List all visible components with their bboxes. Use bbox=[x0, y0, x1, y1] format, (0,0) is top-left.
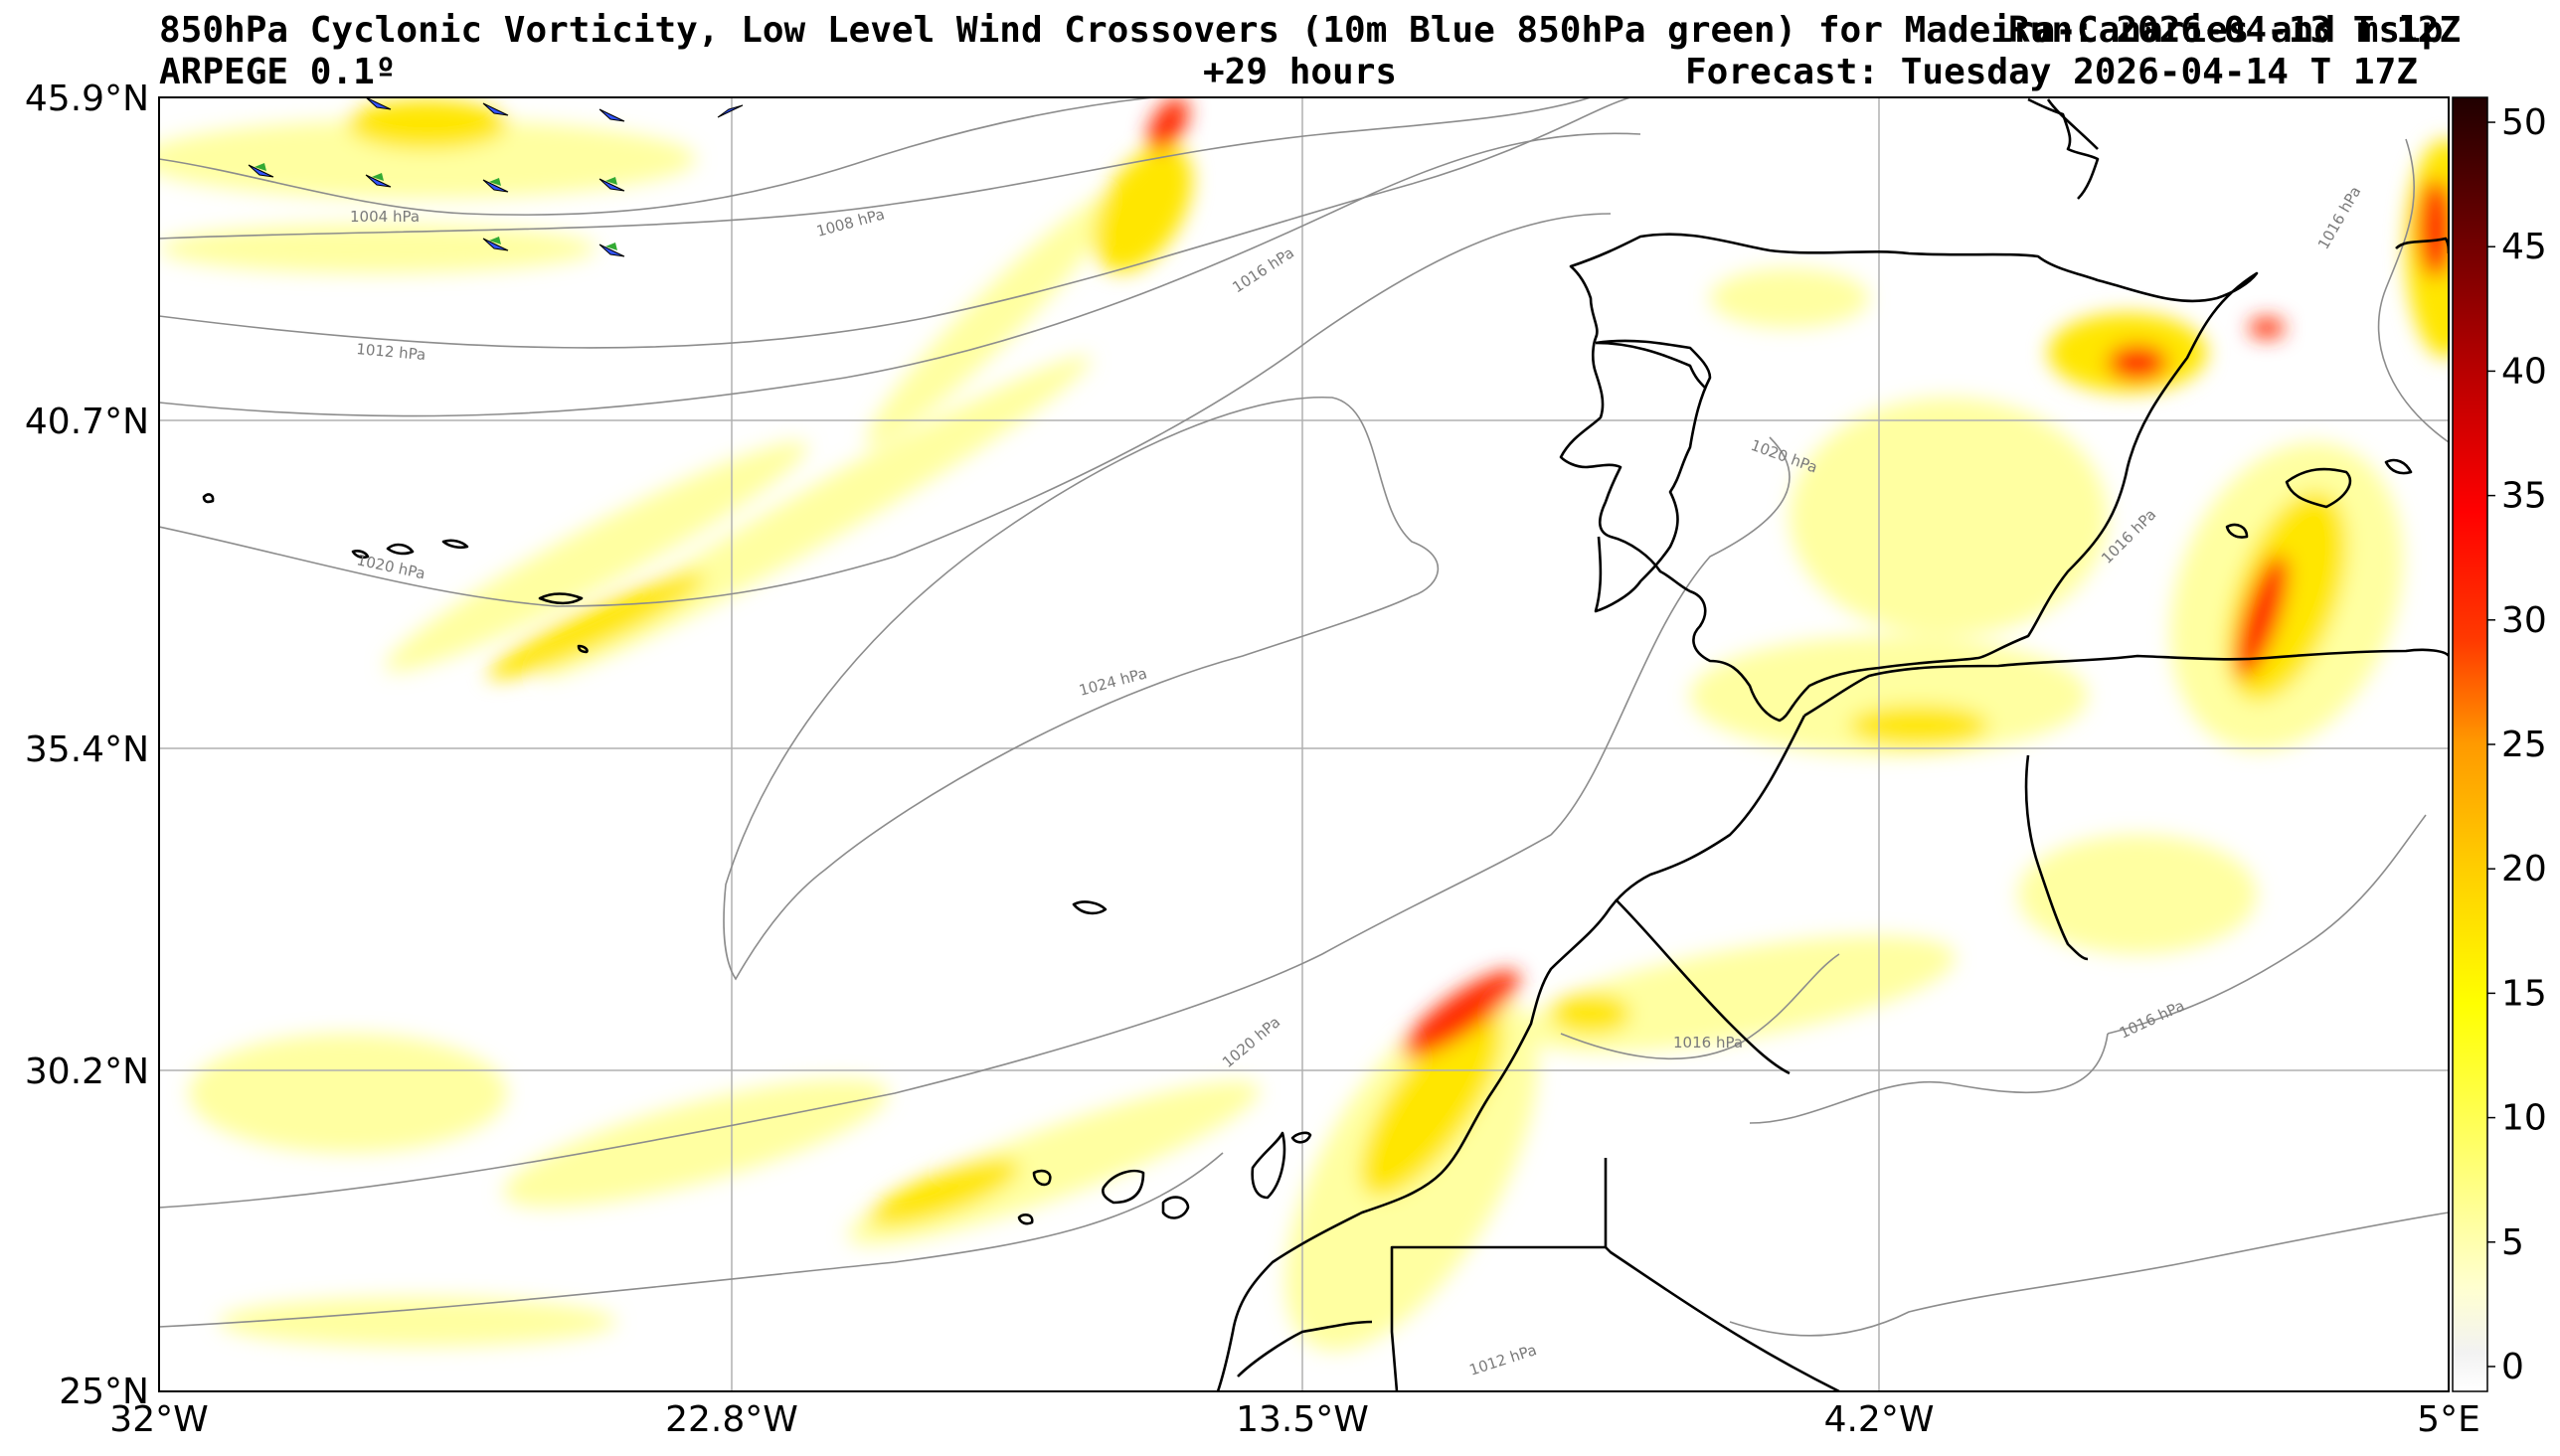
graticule bbox=[159, 97, 2449, 1391]
lead-time: +29 hours bbox=[1203, 52, 1398, 92]
lon-tick-label: 5°E bbox=[2417, 1399, 2480, 1440]
lat-tick-label: 35.4°N bbox=[25, 729, 149, 770]
isobar-label: 1020 hPa bbox=[1749, 436, 1820, 477]
isobar-label: 1004 hPa bbox=[350, 208, 420, 226]
isobar-label: 1016 hPa bbox=[2117, 997, 2187, 1043]
colorbar-tick-label: 10 bbox=[2501, 1098, 2547, 1139]
isobar-label: 1020 hPa bbox=[355, 551, 427, 582]
longitude-axis: 32°W 22.8°W 13.5°W 4.2°W 5°E bbox=[109, 1399, 2480, 1440]
colorbar-tick-label: 25 bbox=[2501, 725, 2547, 765]
isobars bbox=[159, 97, 2449, 1337]
lat-tick-label: 30.2°N bbox=[25, 1052, 149, 1092]
model-name: ARPEGE 0.1º bbox=[159, 52, 397, 92]
lat-tick-label: 45.9°N bbox=[25, 79, 149, 119]
map-frame bbox=[158, 96, 2450, 1392]
colorbar-tick-label: 5 bbox=[2501, 1222, 2524, 1263]
chart-title: 850hPa Cyclonic Vorticity, Low Level Win… bbox=[159, 10, 2444, 51]
colorbar-tick-label: 40 bbox=[2501, 351, 2547, 392]
lat-tick-label: 25°N bbox=[59, 1372, 149, 1412]
lat-tick-label: 40.7°N bbox=[25, 402, 149, 442]
colorbar-tick-label: 50 bbox=[2501, 102, 2547, 143]
lon-tick-label: 13.5°W bbox=[1236, 1399, 1369, 1440]
lon-tick-label: 22.8°W bbox=[665, 1399, 798, 1440]
colorbar-tick-label: 35 bbox=[2501, 476, 2547, 517]
colorbar-gradient bbox=[2452, 96, 2488, 1392]
colorbar-tick-label: 0 bbox=[2501, 1347, 2524, 1387]
lon-tick-label: 4.2°W bbox=[1824, 1399, 1935, 1440]
forecast-valid-time: Forecast: Tuesday 2026-04-14 T 17Z bbox=[1685, 52, 2418, 92]
latitude-axis: 45.9°N 40.7°N 35.4°N 30.2°N 25°N bbox=[25, 79, 149, 1412]
isobar-label: 1016 hPa bbox=[1229, 243, 1297, 296]
colorbar-tick-label: 30 bbox=[2501, 600, 2547, 641]
run-time: Run: 2026-04-13 T 12Z bbox=[2008, 10, 2462, 51]
isobar-label: 1016 hPa bbox=[1673, 1034, 1743, 1052]
vorticity-field bbox=[159, 97, 2449, 1351]
isobar-label: 1012 hPa bbox=[356, 340, 427, 364]
lon-tick-label: 32°W bbox=[109, 1399, 208, 1440]
colorbar-tick-label: 20 bbox=[2501, 849, 2547, 890]
isobar-label: 1012 hPa bbox=[1467, 1341, 1539, 1379]
colorbar-tick-label: 15 bbox=[2501, 973, 2547, 1014]
coastlines bbox=[202, 97, 2449, 1391]
isobar-label: 1020 hPa bbox=[1219, 1013, 1283, 1071]
isobar-label: 1024 hPa bbox=[1077, 664, 1148, 700]
isobar-label: 1016 hPa bbox=[2314, 183, 2365, 252]
wind-crossover-barbs bbox=[248, 97, 744, 257]
colorbar-tick-label: 45 bbox=[2501, 227, 2547, 267]
